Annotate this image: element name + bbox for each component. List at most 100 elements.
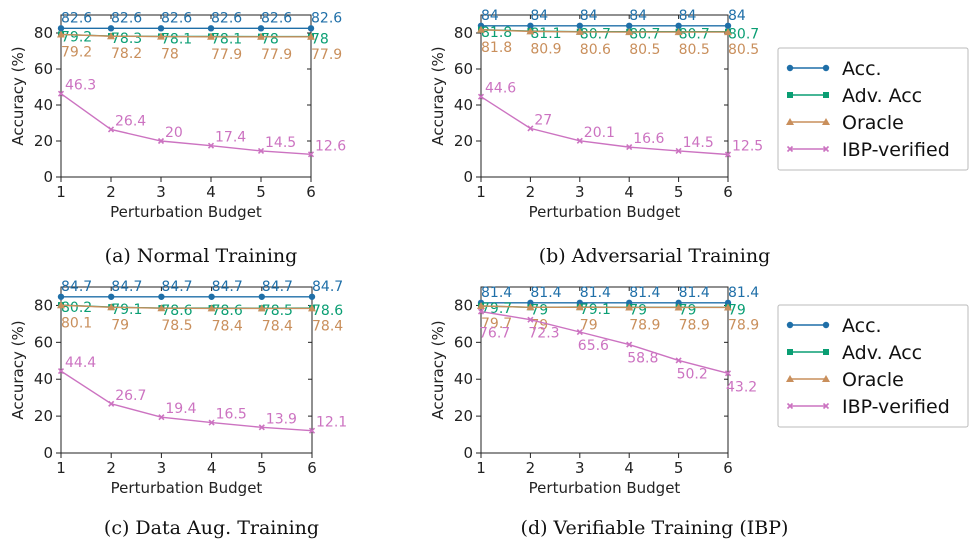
data-label-ibp-verified: 13.9 <box>266 411 297 427</box>
data-label-ibp-verified: 43.2 <box>726 379 757 395</box>
data-point-ibp-verified <box>675 147 682 154</box>
data-point-oracle <box>625 303 634 311</box>
data-label-acc: 81.4 <box>728 285 759 301</box>
data-point-ibp-verified <box>675 357 682 364</box>
data-label-ibp-verified: 12.1 <box>316 415 347 431</box>
data-point-oracle <box>257 32 265 40</box>
legend-marker <box>786 64 794 72</box>
data-label-ibp-verified: 27 <box>534 112 552 128</box>
marker-stroke <box>207 142 215 149</box>
marker-stroke <box>477 308 485 315</box>
data-point-oracle <box>674 303 683 311</box>
data-label-oracle: 79.7 <box>481 316 512 332</box>
x-tick-label: 2 <box>526 183 536 201</box>
legend-marker <box>822 375 830 382</box>
data-point-ibp-verified <box>108 400 115 407</box>
data-label-oracle: 77.9 <box>211 47 242 63</box>
data-point-ibp-verified <box>308 427 316 434</box>
marker-stroke <box>724 370 732 377</box>
series-adv-acc: 79.7 79 79.1 79 79 79 <box>478 301 746 318</box>
data-label-oracle: 80.1 <box>61 315 92 331</box>
data-point-ibp-verified <box>527 316 534 323</box>
legend-item-ibp-verified: IBP-verified <box>786 396 950 418</box>
data-point-oracle <box>107 32 115 40</box>
data-point-oracle <box>157 304 166 312</box>
data-label-oracle: 78.9 <box>728 317 759 333</box>
x-tick-label: 4 <box>624 183 634 201</box>
x-tick-label: 6 <box>723 459 733 477</box>
y-tick-label: 0 <box>43 168 53 186</box>
plot-frame <box>60 14 312 178</box>
data-label-ibp-verified: 44.4 <box>65 355 96 371</box>
legend-item-acc: Acc. <box>786 58 882 80</box>
data-label-ibp-verified: 16.5 <box>216 407 247 423</box>
marker-stroke <box>822 145 830 153</box>
legend-2: Acc. Adv. Acc Oracle IBP-verified <box>777 304 969 428</box>
marker-stroke <box>57 368 65 375</box>
y-tick-label: 20 <box>454 132 473 150</box>
x-tick-label: 2 <box>106 183 116 201</box>
y-tick-label: 80 <box>454 296 473 314</box>
series-line-oracle <box>60 304 312 310</box>
legend-marker <box>822 118 830 125</box>
marker-stroke <box>108 400 115 407</box>
data-label-adv-acc: 81.8 <box>481 25 512 41</box>
legend-marker <box>822 402 830 410</box>
y-tick-label: 0 <box>43 444 53 462</box>
x-axis-label: Perturbation Budget <box>529 479 681 497</box>
data-label-ibp-verified: 44.6 <box>485 81 516 97</box>
x-axis-label: Perturbation Budget <box>529 203 681 221</box>
legend-marker <box>823 92 829 98</box>
data-point-acc <box>307 25 315 32</box>
data-label-oracle: 78.4 <box>312 318 343 334</box>
data-point-ibp-verified <box>576 328 583 336</box>
panel-caption: (d) Verifiable Training (IBP) <box>521 517 789 539</box>
x-axis-label: Perturbation Budget <box>110 203 262 221</box>
data-label-acc: 81.4 <box>679 285 710 301</box>
marker-stroke <box>307 151 315 158</box>
data-point-oracle <box>724 303 732 311</box>
marker-stroke <box>626 341 633 348</box>
data-point-oracle <box>257 304 266 312</box>
data-point-acc <box>626 22 633 29</box>
series-acc: 82.6 82.6 82.6 82.6 82.6 82.6 <box>57 10 342 32</box>
marker-stroke <box>527 316 534 323</box>
plot-frame <box>480 286 729 454</box>
marker-stroke <box>107 126 115 133</box>
data-label-adv-acc: 78.3 <box>111 31 142 47</box>
data-point-oracle <box>724 28 732 36</box>
chart-panel-1: 0 20 40 60 80 1 2 3 4 5 6 Perturbation Budget Accura… <box>9 10 346 267</box>
data-label-ibp-verified: 16.6 <box>633 131 664 147</box>
legend-item-oracle: Oracle <box>786 369 904 391</box>
data-label-adv-acc: 79.2 <box>61 29 92 45</box>
y-tick-label: 40 <box>34 96 53 114</box>
legend-marker <box>786 145 794 153</box>
data-point-oracle <box>575 27 584 35</box>
legend-box <box>777 47 969 171</box>
data-point-oracle <box>307 32 315 40</box>
data-point-acc <box>108 293 115 300</box>
data-point-oracle <box>207 32 215 40</box>
y-axis-label: Accuracy (%) <box>9 320 27 419</box>
legend-marker <box>786 402 794 410</box>
series-acc: 81.4 81.4 81.4 81.4 81.4 81.4 <box>477 285 759 307</box>
legend-label: Adv. Acc <box>842 342 922 364</box>
x-tick-label: 4 <box>624 459 634 477</box>
data-label-acc: 84.7 <box>312 279 343 295</box>
data-label-acc: 84.7 <box>212 279 243 295</box>
data-label-acc: 81.4 <box>530 285 561 301</box>
legend-marker <box>787 349 793 355</box>
data-point-ibp-verified <box>527 125 534 132</box>
data-point-oracle <box>107 303 116 311</box>
data-label-acc: 81.4 <box>629 285 660 301</box>
data-label-oracle: 79.2 <box>61 44 92 60</box>
series-line-ibp-verified <box>480 96 729 156</box>
data-point-ibp-verified <box>257 147 265 154</box>
chart-panel-3: 0 20 40 60 80 1 2 3 4 5 6 Perturbation Budget Accura… <box>9 279 347 539</box>
data-label-adv-acc: 78.1 <box>161 31 192 47</box>
data-label-ibp-verified: 12.6 <box>315 138 346 154</box>
data-label-oracle: 80.6 <box>580 42 611 58</box>
chart-panel-2: 0 20 40 60 80 1 2 3 4 5 6 Perturbation Budget Accura… <box>429 8 770 267</box>
data-label-ibp-verified: 26.7 <box>115 388 146 404</box>
data-point-acc <box>724 22 732 29</box>
